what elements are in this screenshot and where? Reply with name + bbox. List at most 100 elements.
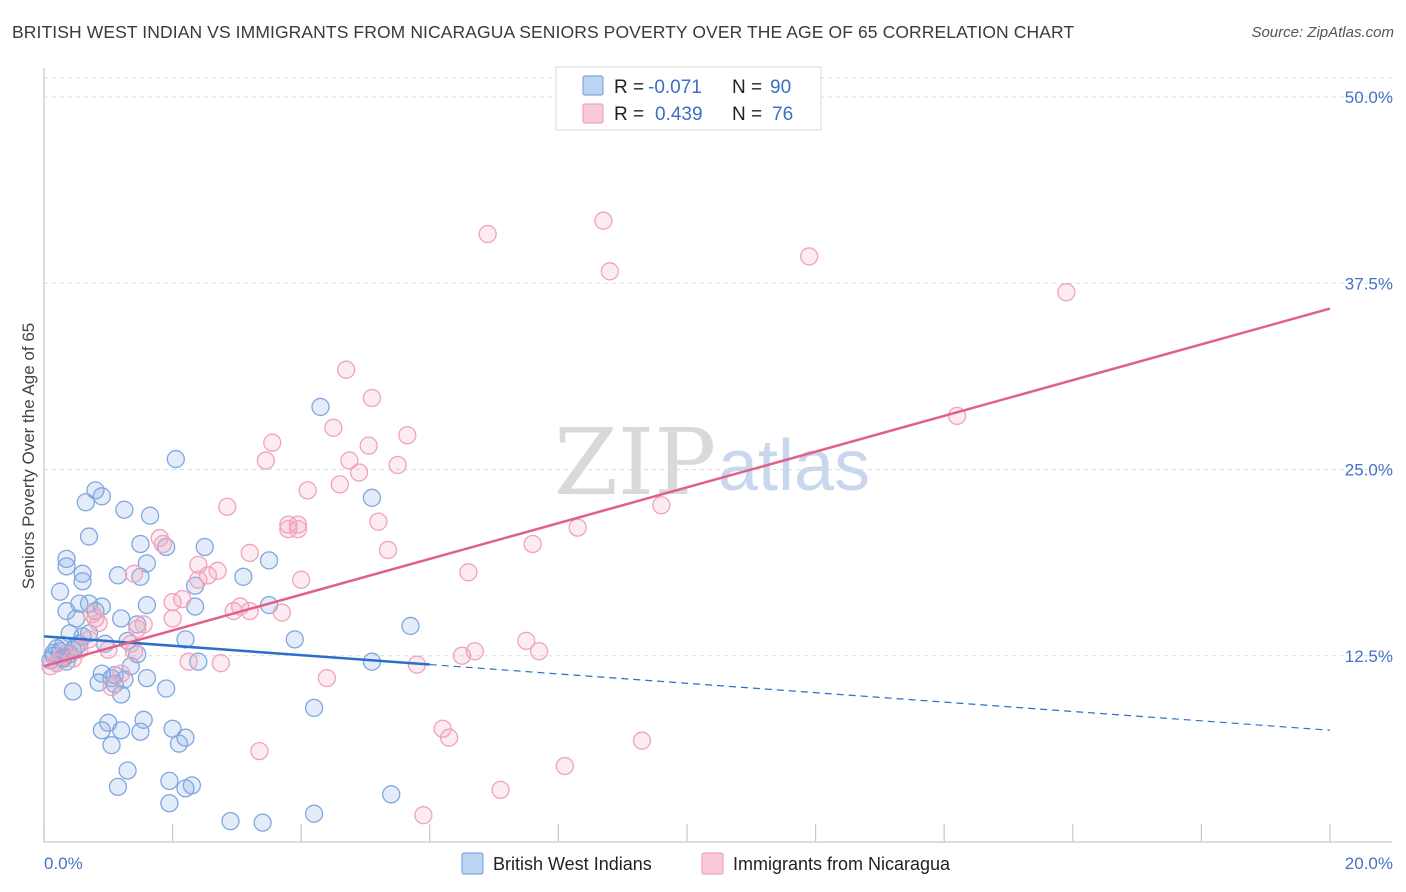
point-immigrants-from-nicaragua <box>517 631 536 650</box>
point-immigrants-from-nicaragua <box>279 519 298 539</box>
point-british-west-indians <box>362 488 382 507</box>
point-immigrants-from-nicaragua <box>459 563 478 582</box>
point-immigrants-from-nicaragua <box>102 677 121 697</box>
point-british-west-indians <box>401 616 420 636</box>
trend-line-extension <box>429 663 1331 731</box>
trend-line-immigrants-from-nicaragua <box>43 307 1331 668</box>
point-immigrants-from-nicaragua <box>632 731 652 750</box>
stats-n-label-blue: N = <box>732 77 762 98</box>
point-immigrants-from-nicaragua <box>330 475 349 494</box>
watermark: ZIP atlas <box>554 409 870 516</box>
point-british-west-indians <box>131 722 150 741</box>
point-british-west-indians <box>112 685 131 704</box>
point-immigrants-from-nicaragua <box>279 515 298 534</box>
stats-n-value-pink: 76 <box>772 104 793 125</box>
point-immigrants-from-nicaragua <box>208 561 227 580</box>
legend-label-immigrants-from-nicaragua: Immigrants from Nicaragua <box>733 854 951 874</box>
point-immigrants-from-nicaragua <box>378 540 398 560</box>
y-tick-label: 12.5% <box>1345 647 1393 666</box>
legend-swatch-immigrants-from-nicaragua <box>701 852 724 875</box>
point-british-west-indians <box>76 493 95 512</box>
x-tick-label: 20.0% <box>1345 854 1393 873</box>
point-immigrants-from-nicaragua <box>465 642 484 661</box>
point-immigrants-from-nicaragua <box>594 211 613 230</box>
stats-n-value-blue: 90 <box>770 77 791 98</box>
point-british-west-indians <box>115 500 134 519</box>
data-points <box>41 211 1076 832</box>
point-immigrants-from-nicaragua <box>89 613 108 633</box>
point-immigrants-from-nicaragua <box>272 603 292 622</box>
trend-line-british-west-indians <box>43 635 430 666</box>
x-tick-labels: 0.0% 20.0% <box>44 854 1393 873</box>
point-british-west-indians <box>105 674 124 694</box>
point-immigrants-from-nicaragua <box>112 664 131 683</box>
axes <box>43 68 1392 843</box>
point-british-west-indians <box>57 557 76 576</box>
point-british-west-indians <box>102 736 121 755</box>
point-british-west-indians <box>118 761 137 780</box>
point-british-west-indians <box>137 595 157 615</box>
point-british-west-indians <box>137 668 157 688</box>
point-immigrants-from-nicaragua <box>439 728 459 747</box>
y-tick-labels: 12.5% 25.0% 37.5% 50.0% <box>1345 88 1393 666</box>
point-immigrants-from-nicaragua <box>340 451 359 470</box>
point-immigrants-from-nicaragua <box>250 741 269 761</box>
point-british-west-indians <box>67 609 86 628</box>
point-immigrants-from-nicaragua <box>523 534 542 554</box>
stats-n-label-pink: N = <box>732 104 762 125</box>
stats-r-value-blue: -0.071 <box>648 77 702 98</box>
point-immigrants-from-nicaragua <box>359 436 378 455</box>
point-immigrants-from-nicaragua <box>179 652 198 671</box>
y-tick-label: 50.0% <box>1345 88 1393 107</box>
point-british-west-indians <box>221 811 240 831</box>
stats-r-label-blue: R = <box>614 77 644 98</box>
point-british-west-indians <box>160 794 179 813</box>
point-british-west-indians <box>108 777 128 797</box>
point-british-west-indians <box>160 771 179 791</box>
point-british-west-indians <box>157 537 176 557</box>
point-immigrants-from-nicaragua <box>529 642 549 661</box>
point-british-west-indians <box>134 710 153 729</box>
point-immigrants-from-nicaragua <box>263 433 282 452</box>
point-immigrants-from-nicaragua <box>491 780 510 799</box>
point-british-west-indians <box>128 615 147 634</box>
x-tick-label: 0.0% <box>44 854 83 873</box>
legend-label-british-west-indians: British West Indians <box>493 854 652 874</box>
point-immigrants-from-nicaragua <box>153 534 173 554</box>
point-immigrants-from-nicaragua <box>478 224 497 244</box>
point-immigrants-from-nicaragua <box>800 247 819 266</box>
point-british-west-indians <box>70 594 89 613</box>
point-british-west-indians <box>382 785 401 804</box>
point-immigrants-from-nicaragua <box>369 512 388 531</box>
point-british-west-indians <box>57 549 76 569</box>
stats-r-label-pink: R = <box>614 104 644 125</box>
legend-swatch-british-west-indians <box>461 852 484 875</box>
point-immigrants-from-nicaragua <box>288 519 308 539</box>
point-immigrants-from-nicaragua <box>124 642 144 661</box>
point-british-west-indians <box>86 481 105 500</box>
point-immigrants-from-nicaragua <box>198 566 218 585</box>
point-immigrants-from-nicaragua <box>163 609 182 628</box>
point-british-west-indians <box>63 682 83 701</box>
stats-legend: R = -0.071 N = 90 R = 0.439 N = 76 <box>555 66 822 131</box>
point-immigrants-from-nicaragua <box>1057 283 1076 302</box>
point-immigrants-from-nicaragua <box>324 418 343 437</box>
point-immigrants-from-nicaragua <box>298 481 317 500</box>
point-immigrants-from-nicaragua <box>173 589 192 609</box>
point-british-west-indians <box>234 567 253 586</box>
stats-r-value-pink: 0.439 <box>655 104 703 125</box>
point-immigrants-from-nicaragua <box>256 451 275 470</box>
point-british-west-indians <box>112 609 131 628</box>
point-immigrants-from-nicaragua <box>124 564 144 583</box>
point-immigrants-from-nicaragua <box>555 756 574 776</box>
y-tick-label: 25.0% <box>1345 461 1393 480</box>
point-british-west-indians <box>50 582 70 601</box>
point-immigrants-from-nicaragua <box>134 615 153 634</box>
y-axis-label: Seniors Poverty Over the Age of 65 <box>19 323 38 589</box>
point-british-west-indians <box>195 537 214 557</box>
point-immigrants-from-nicaragua <box>240 543 259 563</box>
point-immigrants-from-nicaragua <box>414 806 433 825</box>
y-tick-label: 37.5% <box>1345 274 1393 293</box>
